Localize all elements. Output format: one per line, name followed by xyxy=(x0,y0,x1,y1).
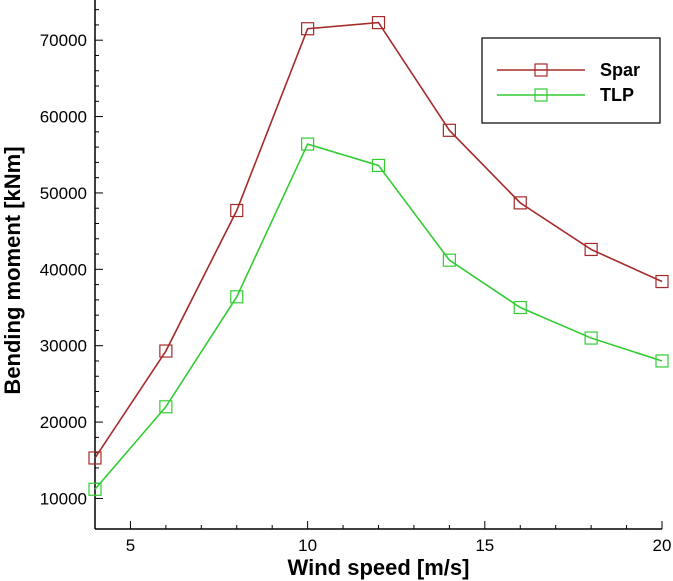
data-point-marker xyxy=(584,242,598,257)
x-tick-label: 15 xyxy=(475,536,494,555)
series-spar xyxy=(88,16,669,465)
data-point-marker xyxy=(230,290,244,304)
x-tick-label: 5 xyxy=(126,536,135,555)
data-point-marker xyxy=(159,344,173,358)
legend-marker xyxy=(534,63,548,77)
data-point-marker xyxy=(230,203,244,218)
y-tick-label: 70000 xyxy=(40,31,87,50)
series-line xyxy=(94,143,663,490)
data-point-marker xyxy=(655,274,669,289)
legend-marker xyxy=(534,88,548,102)
data-point-marker xyxy=(513,196,527,210)
data-point-marker xyxy=(442,253,456,267)
series-tlp xyxy=(88,137,669,496)
y-tick-label: 40000 xyxy=(40,260,87,279)
legend: Spar TLP xyxy=(481,37,661,124)
data-point-marker xyxy=(442,123,456,137)
data-point-marker xyxy=(88,451,102,465)
data-point-marker xyxy=(371,16,386,30)
y-tick-label: 30000 xyxy=(40,337,87,356)
legend-box xyxy=(481,37,661,124)
legend-label: TLP xyxy=(600,85,634,105)
data-point-marker xyxy=(371,158,386,173)
x-tick-label: 10 xyxy=(298,536,317,555)
data-point-marker xyxy=(584,331,598,345)
data-point-marker xyxy=(301,22,315,36)
y-tick-label: 60000 xyxy=(40,108,87,127)
series-layer xyxy=(88,16,669,496)
data-point-marker xyxy=(88,482,102,496)
data-point-marker xyxy=(655,354,669,368)
series-line xyxy=(94,21,663,459)
y-tick-label: 50000 xyxy=(40,184,87,203)
x-axis-title: Wind speed [m/s] xyxy=(288,555,470,580)
ticks: 5 10 15 20 10000 20000 30000 40000 50000 60000 700… xyxy=(40,9,672,555)
data-point-marker xyxy=(513,300,527,315)
legend-label: Spar xyxy=(600,60,640,80)
data-point-marker xyxy=(301,137,315,151)
y-axis-title: Bending moment [kNm] xyxy=(0,146,25,394)
y-tick-label: 10000 xyxy=(40,489,87,508)
data-point-marker xyxy=(159,400,173,414)
x-tick-label: 20 xyxy=(653,536,672,555)
y-tick-label: 20000 xyxy=(40,413,87,432)
